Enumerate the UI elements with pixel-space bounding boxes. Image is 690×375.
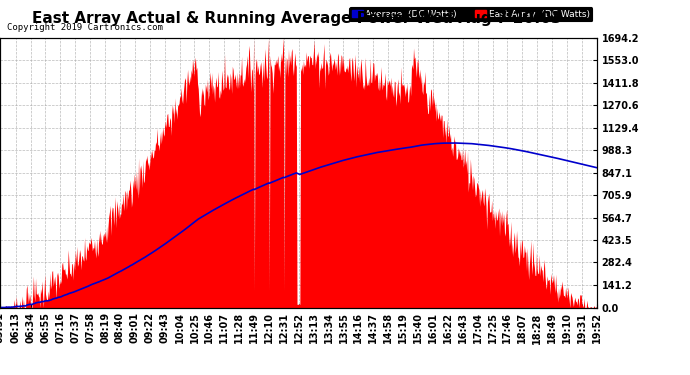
Legend: Average  (DC Watts), East Array  (DC Watts): Average (DC Watts), East Array (DC Watts… — [349, 7, 592, 21]
Text: Copyright 2019 Cartronics.com: Copyright 2019 Cartronics.com — [7, 22, 163, 32]
Text: East Array Actual & Running Average Power Wed Aug 7 20:03: East Array Actual & Running Average Powe… — [32, 11, 562, 26]
